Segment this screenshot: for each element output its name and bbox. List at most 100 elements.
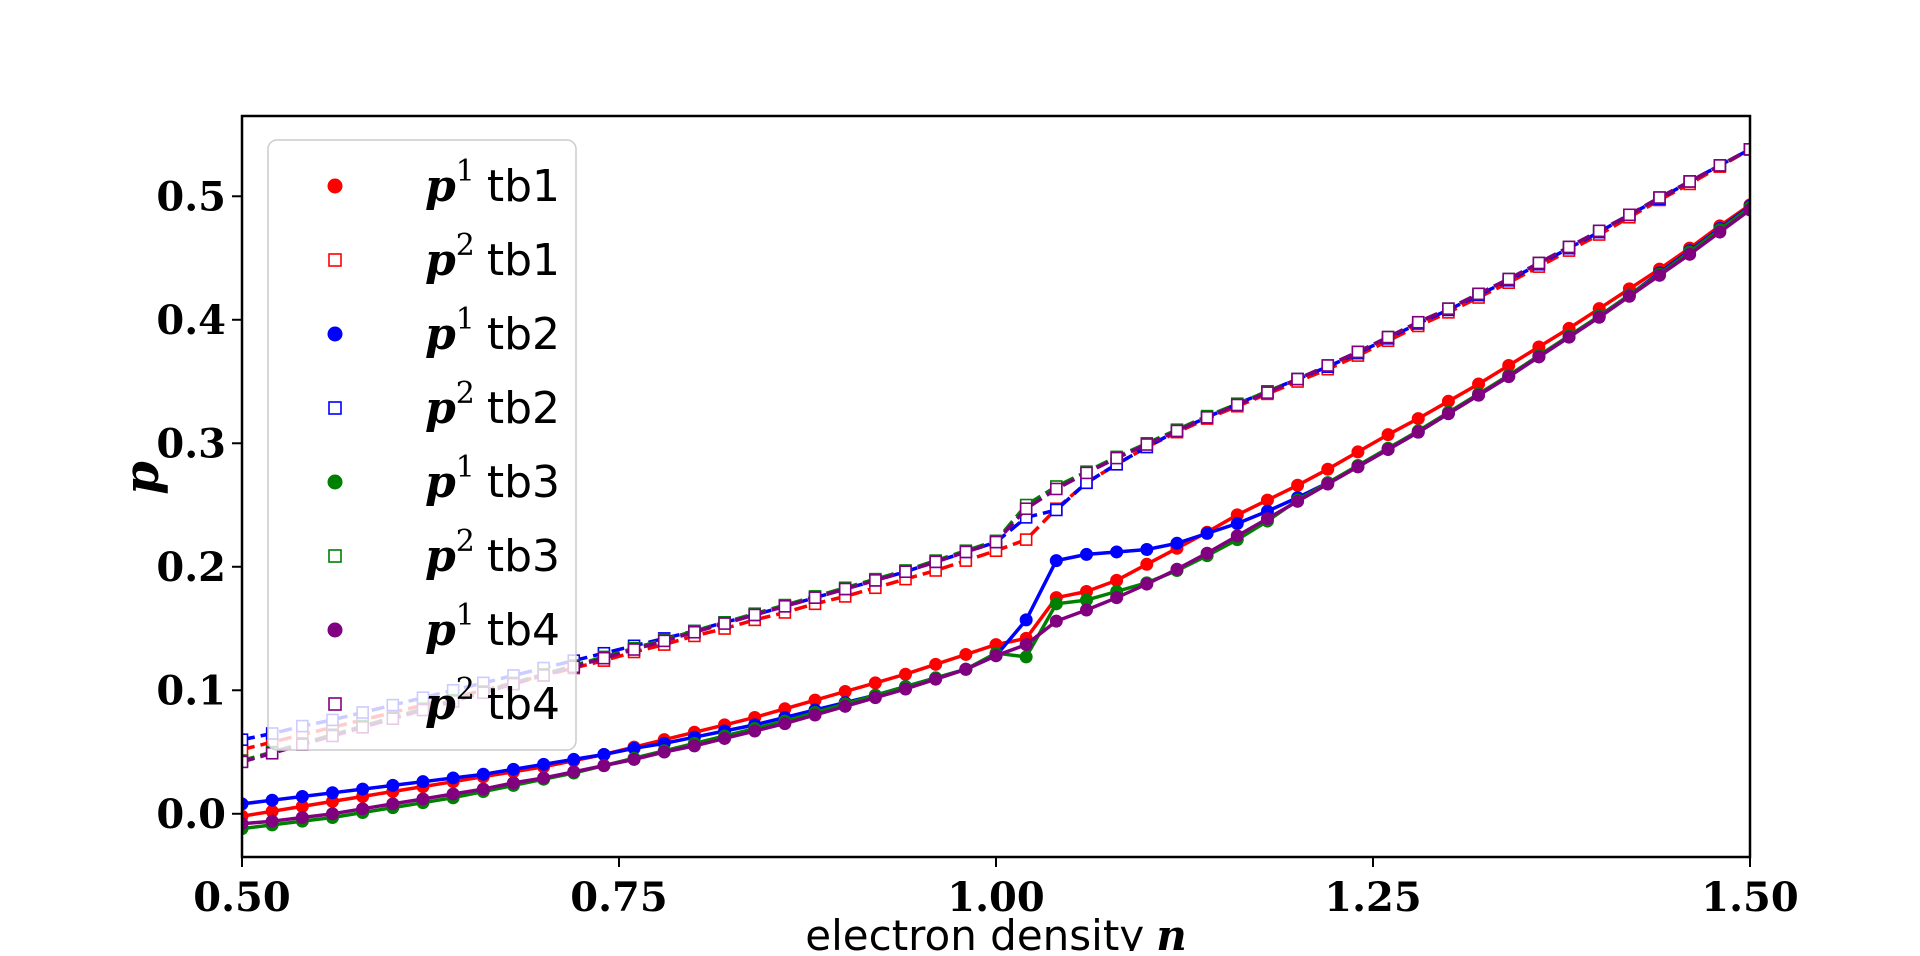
plot-area (242, 143, 1750, 836)
legend-marker-p1-tb4 (327, 622, 343, 638)
data-point-p2-tb4 (1743, 143, 1750, 156)
data-point-p1-tb2 (295, 789, 309, 803)
data-point-p1-tb1 (1411, 412, 1425, 426)
x-axis-label: electron density n (805, 911, 1186, 951)
data-point-p1-tb2 (1049, 554, 1063, 568)
y-axis-label: p (114, 461, 170, 495)
data-point-p2-tb1 (242, 743, 249, 756)
data-point-p1-tb4 (386, 797, 400, 811)
data-point-p1-tb4 (1140, 577, 1154, 591)
data-point-p1-tb4 (1743, 203, 1750, 217)
legend: p1 tb1 p2 tb1 p1 tb2 p2 tb2 p1 tb3 p2 tb3 p1 tb4 p2 tb4 (267, 139, 577, 751)
data-point-p2-tb4 (778, 599, 792, 613)
data-point-p1-tb1 (1441, 394, 1455, 408)
data-point-p1-tb4 (718, 731, 732, 745)
data-point-p1-tb4 (295, 810, 309, 824)
data-point-p2-tb4 (1442, 302, 1455, 315)
data-point-p1-tb4 (1260, 512, 1274, 526)
data-point-p1-tb3 (1019, 650, 1033, 664)
data-point-p1-tb1 (838, 685, 852, 699)
data-point-p1-tb1 (1140, 557, 1154, 571)
data-point-p2-tb4 (1683, 175, 1696, 188)
data-point-p1-tb2 (1230, 517, 1244, 531)
y-tick-label: 0.3 (156, 420, 226, 467)
legend-item-p2-tb4: p2 tb4 (328, 672, 560, 730)
data-point-p1-tb4 (446, 787, 460, 801)
y-tick-label: 0.2 (156, 544, 226, 591)
data-point-p1-tb2 (386, 778, 400, 792)
data-point-p2-tb4 (1050, 482, 1063, 496)
data-point-p2-tb4 (1713, 159, 1727, 172)
data-point-p1-tb4 (265, 814, 279, 828)
data-point-p2-tb4 (1019, 502, 1033, 516)
data-point-p1-tb2 (506, 762, 520, 776)
data-point-p2-tb4 (989, 535, 1003, 549)
data-point-p1-tb2 (567, 752, 581, 766)
data-point-p1-tb2 (1140, 542, 1154, 556)
data-point-p2-tb4 (657, 634, 671, 648)
legend-label-p1-tb3: p1 tb3 (425, 450, 560, 508)
data-point-p1-tb2 (597, 747, 611, 761)
data-point-p1-tb1 (1381, 428, 1395, 442)
y-tick-label: 0.5 (156, 173, 226, 220)
data-point-p1-tb2 (1200, 526, 1214, 540)
data-point-p1-tb4 (1472, 388, 1486, 402)
data-point-p1-tb4 (989, 649, 1003, 663)
data-point-p1-tb2 (1079, 547, 1093, 561)
data-point-p2-tb4 (1502, 272, 1516, 286)
data-point-p1-tb2 (242, 797, 249, 811)
data-point-p2-tb4 (1200, 411, 1214, 424)
data-point-p1-tb4 (1381, 442, 1395, 456)
legend-marker-p2-tb3 (328, 549, 342, 563)
legend-item-p2-tb3: p2 tb3 (328, 524, 560, 582)
data-point-p1-tb4 (1351, 460, 1365, 474)
data-point-p2-tb4 (1140, 438, 1154, 451)
data-point-p1-tb4 (1441, 407, 1455, 421)
legend-frame (267, 139, 577, 751)
data-point-p1-tb4 (657, 745, 671, 759)
data-point-p1-tb1 (1260, 493, 1274, 507)
data-point-p2-tb4 (688, 625, 701, 639)
data-point-p1-tb1 (1321, 462, 1335, 476)
data-point-p1-tb1 (1110, 573, 1124, 587)
data-point-p1-tb4 (1562, 330, 1576, 344)
data-point-p1-tb4 (1110, 591, 1124, 605)
data-point-p1-tb2 (265, 793, 279, 807)
data-point-p1-tb4 (627, 752, 641, 766)
legend-item-p2-tb1: p2 tb1 (328, 228, 560, 286)
data-point-p1-tb4 (687, 739, 701, 753)
data-point-p2-tb4 (838, 582, 852, 596)
data-point-p1-tb2 (1170, 536, 1184, 550)
legend-marker-p2-tb2 (328, 401, 342, 415)
data-point-p2-tb4 (1592, 224, 1606, 238)
data-point-p2-tb4 (1110, 451, 1123, 465)
legend-item-p1-tb4: p1 tb4 (327, 598, 560, 656)
data-point-p2-tb4 (1261, 386, 1274, 399)
legend-label-p1-tb2: p1 tb2 (425, 302, 560, 360)
data-point-p1-tb4 (1049, 614, 1063, 628)
data-point-p1-tb2 (1110, 545, 1124, 559)
data-point-p1-tb1 (929, 657, 943, 671)
data-point-p1-tb4 (1200, 546, 1214, 560)
data-point-p1-tb4 (537, 771, 551, 785)
legend-item-p2-tb2: p2 tb2 (328, 376, 560, 434)
legend-item-p1-tb2: p1 tb2 (327, 302, 560, 360)
data-point-p1-tb4 (1653, 268, 1667, 282)
data-point-p2-tb4 (869, 574, 882, 587)
data-point-p1-tb4 (868, 691, 882, 705)
x-tick-label: 1.00 (947, 874, 1044, 921)
legend-label-p2-tb4: p2 tb4 (425, 672, 560, 730)
legend-marker-p1-tb1 (327, 178, 343, 194)
data-point-p1-tb4 (929, 672, 943, 686)
legend-item-p1-tb1: p1 tb1 (327, 154, 560, 212)
data-point-p1-tb1 (959, 647, 973, 661)
data-point-p1-tb2 (416, 775, 430, 789)
legend-label-p1-tb1: p1 tb1 (425, 154, 560, 212)
legend-label-p1-tb4: p1 tb4 (425, 598, 560, 656)
data-point-p2-tb4 (959, 545, 973, 559)
data-point-p1-tb1 (868, 676, 882, 690)
data-point-p1-tb2 (356, 782, 370, 796)
data-point-p1-tb4 (1683, 247, 1697, 261)
data-point-p2-tb4 (1532, 256, 1546, 270)
data-point-p2-tb4 (1653, 191, 1666, 204)
